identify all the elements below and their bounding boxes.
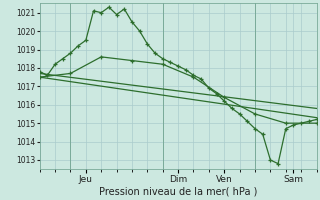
X-axis label: Pression niveau de la mer( hPa ): Pression niveau de la mer( hPa ) xyxy=(99,187,257,197)
